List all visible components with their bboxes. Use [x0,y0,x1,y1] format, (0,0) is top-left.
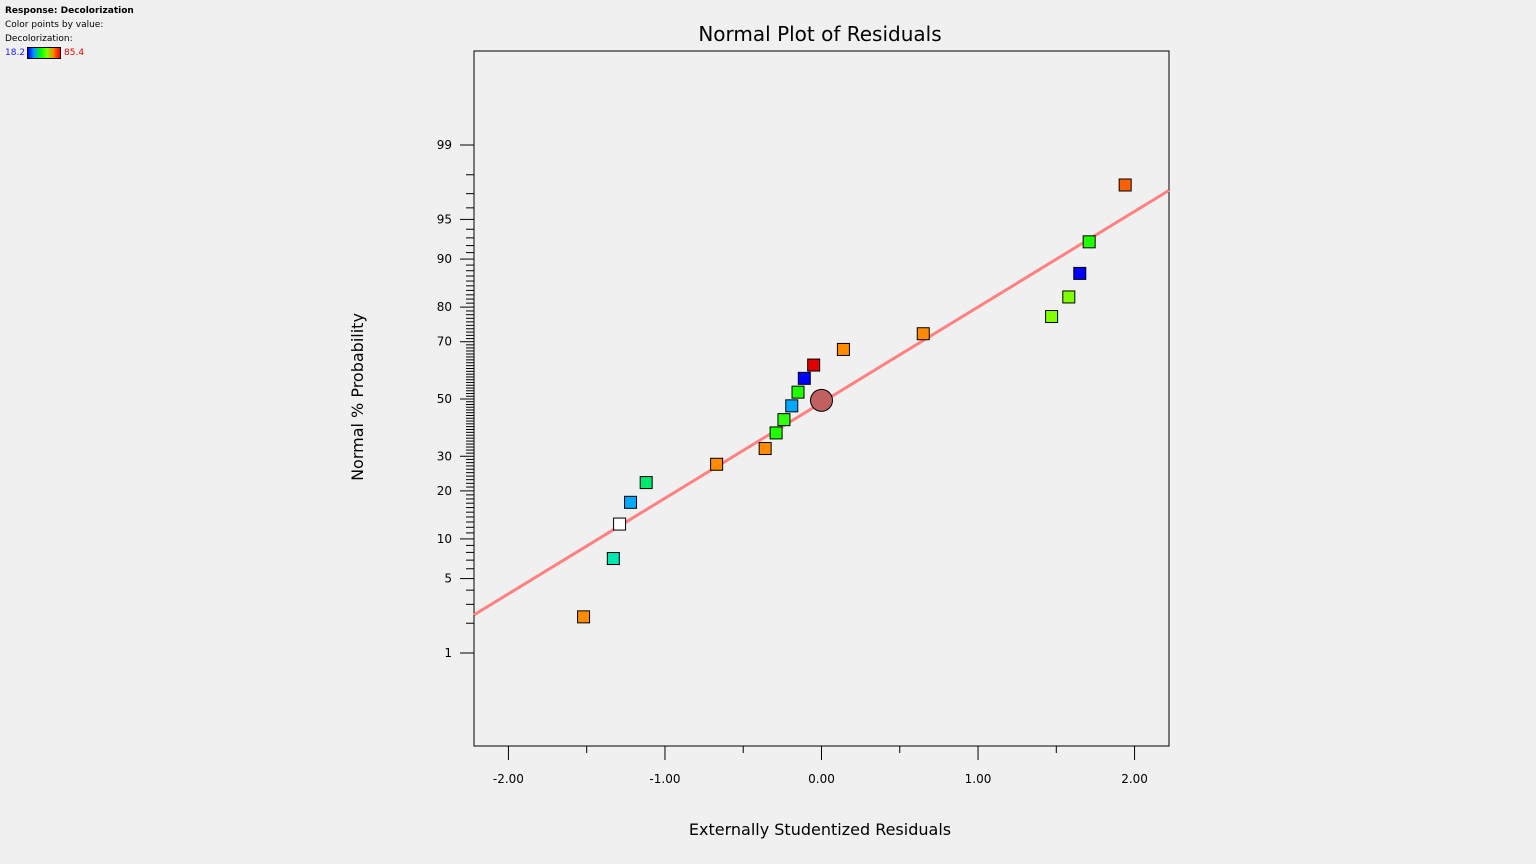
data-point [836,342,850,356]
color-scale: 18.2 85.4 [5,46,134,60]
x-tick-label: 2.00 [1121,772,1148,786]
chart-title: Normal Plot of Residuals [698,22,941,46]
data-point [785,399,799,413]
data-point [577,610,591,624]
x-tick-label: 0.00 [808,772,835,786]
center-marker [810,388,833,412]
y-tick-label: 20 [437,484,452,498]
y-axis-title: Normal % Probability [348,313,367,481]
y-tick-label: 10 [437,532,452,546]
x-axis-title: Externally Studentized Residuals [689,820,951,839]
y-tick-label: 5 [444,572,452,586]
scale-max-label: 85.4 [64,48,85,58]
data-point [777,413,791,427]
x-axis: -2.00 -1.00 0.00 1.00 2.00 [493,746,1148,786]
data-point [606,552,620,566]
data-point [916,327,930,341]
data-point [624,495,638,509]
x-tick-label: 1.00 [965,772,992,786]
color-gradient-bar [27,47,62,59]
data-point [769,426,783,440]
points-layer [577,178,1132,624]
data-point [791,385,805,399]
y-tick-label: 80 [437,300,452,314]
data-point [797,371,811,385]
response-label: Response: Decolorization [5,6,134,16]
y-tick-label: 50 [437,392,452,406]
data-point [1082,235,1096,249]
y-tick-label: 30 [437,449,452,463]
y-axis: 1 5 10 20 30 50 70 80 90 95 99 [437,138,474,660]
scale-min-label: 18.2 [5,48,26,58]
data-point [1118,178,1132,192]
x-tick-label: -2.00 [493,772,524,786]
x-tick-label: -1.00 [649,772,680,786]
data-point [1062,290,1076,304]
data-point [613,517,627,531]
data-point [639,476,653,490]
data-point [807,358,821,372]
y-tick-label: 70 [437,335,452,349]
y-tick-label: 1 [444,646,452,660]
data-point [1073,266,1087,280]
y-tick-label: 99 [437,138,452,152]
color-by-label: Color points by value: [5,20,104,30]
color-legend: Response: Decolorization Color points by… [5,4,134,60]
data-point [758,442,772,456]
data-point [710,457,724,471]
variable-label: Decolorization: [5,34,73,44]
data-point [1045,310,1059,324]
y-tick-label: 90 [437,252,452,266]
y-tick-label: 95 [437,212,452,226]
